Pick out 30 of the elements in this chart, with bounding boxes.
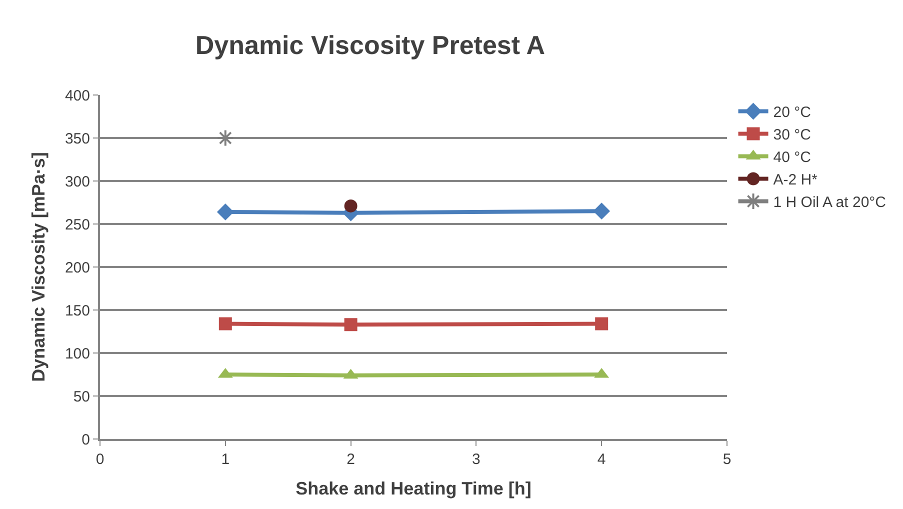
legend-label: 1 H Oil A at 20°C [773,194,886,212]
y-axis-title: Dynamic Viscosity [mPa·s] [28,152,49,382]
legend-label: 40 °C [773,149,812,166]
x-tick-label: 4 [597,451,606,468]
legend-label: A-2 H* [773,172,818,189]
point [593,202,610,220]
y-tick-label: 100 [64,345,90,362]
y-tick-label: 250 [64,216,90,234]
x-tick-label: 3 [472,451,480,468]
y-tick-label: 350 [64,130,90,148]
y-tick-label: 50 [73,388,90,406]
point [216,204,234,220]
point [218,317,232,330]
point [595,317,608,330]
legend-label: 30 °C [773,126,812,144]
x-axis-title: Shake and Heating Time [h] [296,478,532,499]
x-tick-label: 1 [221,451,230,468]
point [344,199,358,212]
y-tick-label: 300 [64,173,90,190]
x-tick-label: 0 [96,451,104,468]
y-tick-label: 150 [64,302,90,320]
y-tick-label: 0 [82,431,90,448]
point [344,318,358,332]
chart-title: Dynamic Viscosity Pretest A [195,30,546,60]
x-tick-label: 5 [722,451,732,468]
legend-label: 20 °C [773,104,812,122]
y-tick-label: 200 [64,259,90,276]
y-tick-label: 400 [64,87,90,104]
x-tick-label: 2 [346,451,355,468]
point [216,129,234,147]
